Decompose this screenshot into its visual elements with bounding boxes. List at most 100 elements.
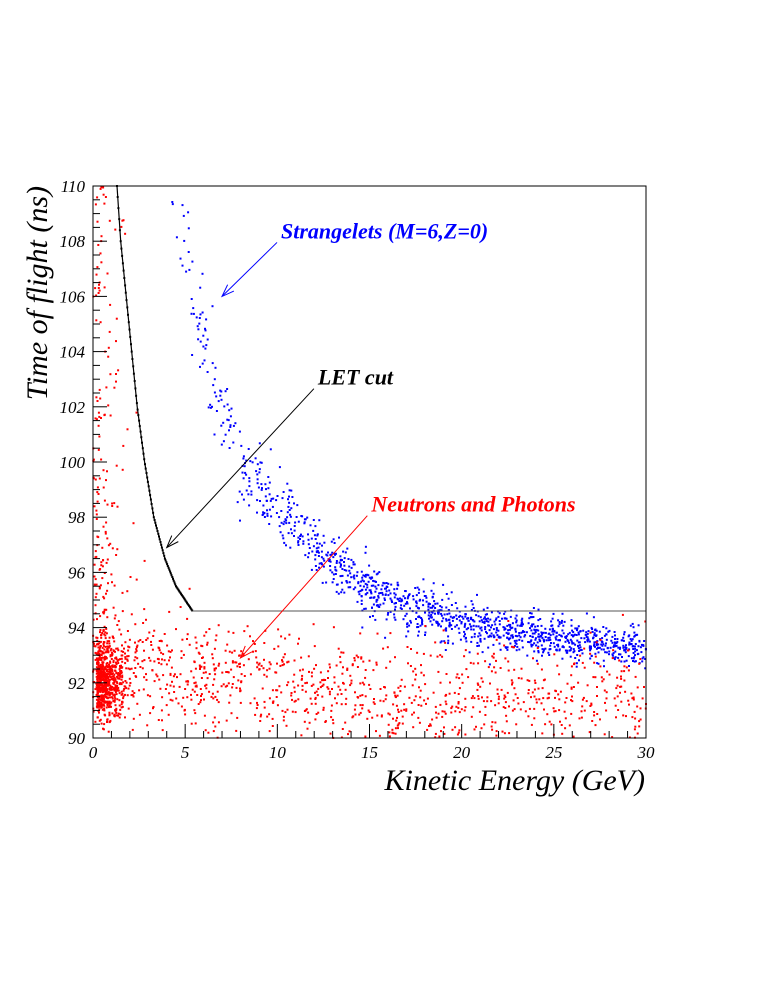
neutron-photon-point <box>103 723 106 726</box>
strangelet-point <box>629 643 632 646</box>
strangelet-point <box>424 611 426 614</box>
neutron-photon-point <box>95 658 98 661</box>
strangelet-point <box>436 622 439 625</box>
neutron-photon-point <box>322 683 325 686</box>
neutron-photon-point <box>266 669 269 672</box>
neutron-photon-point <box>324 679 327 681</box>
strangelet-point <box>192 312 195 315</box>
neutron-photon-point <box>213 716 216 719</box>
neutron-photon-point <box>294 699 297 702</box>
strangelet-point <box>515 642 518 645</box>
strangelet-point <box>399 597 401 600</box>
let-cut-dot <box>187 604 190 606</box>
neutron-photon-point <box>114 710 117 713</box>
strangelet-point <box>477 615 480 618</box>
neutron-photon-point <box>106 640 109 643</box>
strangelet-point <box>268 523 271 525</box>
strangelet-point <box>375 600 378 603</box>
neutron-photon-point <box>342 666 344 669</box>
strangelet-point <box>254 457 257 460</box>
strangelet-point <box>266 509 268 512</box>
neutron-photon-point <box>94 478 97 481</box>
neutron-photon-point <box>162 653 165 656</box>
strangelet-point <box>584 641 587 644</box>
neutron-photon-point <box>492 652 495 655</box>
neutron-photon-point <box>118 716 121 719</box>
neutron-photon-point <box>160 639 162 642</box>
neutron-photon-point <box>306 681 308 684</box>
neutron-photon-point <box>333 681 336 684</box>
neutron-photon-point <box>226 643 229 646</box>
strangelet-point <box>614 650 617 653</box>
strangelet-point <box>415 618 417 620</box>
neutron-photon-point <box>339 688 342 691</box>
neutron-photon-point <box>128 668 131 671</box>
neutron-photon-point <box>309 697 312 700</box>
strangelet-point <box>450 628 453 630</box>
neutron-photon-point <box>119 675 122 678</box>
neutron-photon-point <box>403 703 406 706</box>
neutron-photon-point <box>362 660 365 663</box>
neutron-photon-point <box>101 646 104 649</box>
neutron-photon-point <box>581 661 584 664</box>
neutron-photon-point <box>235 686 238 689</box>
neutron-photon-point <box>193 709 196 712</box>
neutron-photon-point <box>403 685 406 688</box>
strangelet-point <box>614 656 617 659</box>
let-cut-dot <box>158 535 160 538</box>
let-cut-dot <box>178 590 181 593</box>
neutron-photon-point <box>510 645 513 648</box>
neutron-photon-point <box>378 734 381 737</box>
strangelet-point <box>391 601 393 603</box>
neutron-photon-point <box>344 721 347 724</box>
strangelet-point <box>432 605 435 608</box>
neutron-photon-point <box>364 695 367 698</box>
neutron-photon-point <box>116 676 119 679</box>
strangelet-point <box>636 633 639 636</box>
strangelet-point <box>300 533 302 536</box>
neutron-photon-point <box>593 714 596 717</box>
strangelet-point <box>574 657 577 659</box>
strangelet-point <box>637 624 640 627</box>
neutron-photon-point <box>190 670 193 673</box>
strangelet-point <box>198 317 201 319</box>
neutron-photon-point <box>125 687 128 690</box>
strangelet-point <box>487 620 490 623</box>
neutron-photon-point <box>461 673 464 676</box>
neutron-photon-point <box>227 630 230 633</box>
neutron-photon-point <box>247 658 250 661</box>
strangelet-point <box>587 630 590 633</box>
neutron-photon-point <box>570 699 572 702</box>
neutron-photon-point <box>101 650 104 653</box>
neutron-photon-point <box>191 688 194 691</box>
neutron-photon-point <box>564 717 567 720</box>
strangelet-point <box>428 611 431 614</box>
strangelet-point <box>434 602 437 605</box>
strangelet-point <box>217 400 220 403</box>
strangelet-point <box>357 581 360 584</box>
neutron-photon-point <box>286 708 289 711</box>
neutron-photon-point <box>133 692 136 694</box>
strangelet-point <box>258 471 261 474</box>
strangelet-point <box>408 593 411 596</box>
strangelet-point <box>596 642 598 645</box>
strangelet-point <box>224 433 227 436</box>
neutron-photon-point <box>138 689 141 692</box>
neutron-photon-point <box>313 667 316 670</box>
neutron-photon-point <box>115 340 117 343</box>
strangelet-point <box>562 646 565 649</box>
neutron-photon-point <box>464 706 467 709</box>
neutron-photon-point <box>112 661 115 664</box>
neutron-photon-point <box>414 667 417 670</box>
strangelet-point <box>516 635 519 638</box>
neutron-photon-point <box>605 697 608 700</box>
strangelet-point <box>329 565 332 567</box>
neutron-photon-point <box>476 688 479 691</box>
let-cut-dot <box>136 408 139 411</box>
neutron-photon-point <box>257 663 260 666</box>
neutron-photon-point <box>457 731 460 734</box>
strangelet-point <box>460 622 463 625</box>
neutron-photon-point <box>110 573 113 576</box>
strangelet-point <box>301 535 304 538</box>
neutron-photon-point <box>570 687 573 690</box>
